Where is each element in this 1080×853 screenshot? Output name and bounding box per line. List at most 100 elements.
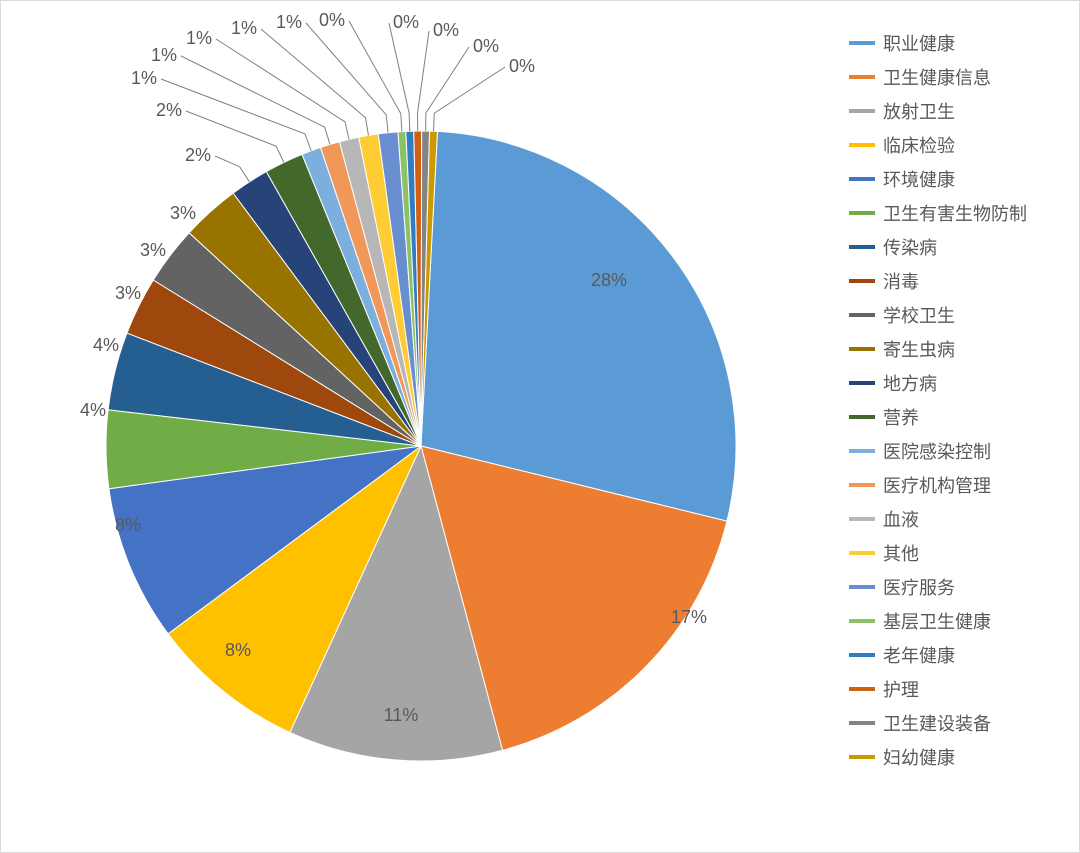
legend-label: 卫生建设装备 [883,710,991,736]
slice-percent-label: 28% [591,270,627,290]
legend-swatch [849,279,875,283]
legend-swatch [849,585,875,589]
legend-item: 血液 [849,507,1059,531]
slice-percent-label: 2% [185,145,211,165]
slice-percent-label: 0% [433,20,459,40]
leader-line [261,29,368,135]
leader-line [215,156,249,182]
legend-label: 基层卫生健康 [883,608,991,634]
legend-swatch [849,143,875,147]
legend-label: 放射卫生 [883,98,955,124]
legend-label: 血液 [883,506,919,532]
legend-item: 卫生有害生物防制 [849,201,1059,225]
legend-item: 消毒 [849,269,1059,293]
leader-line [389,23,410,131]
legend-item: 基层卫生健康 [849,609,1059,633]
legend-item: 护理 [849,677,1059,701]
legend-swatch [849,109,875,113]
slice-percent-label: 8% [225,640,251,660]
legend-label: 卫生有害生物防制 [883,200,1027,226]
legend-item: 医疗服务 [849,575,1059,599]
legend-label: 医院感染控制 [883,438,991,464]
legend-label: 老年健康 [883,642,955,668]
legend-label: 医疗服务 [883,574,955,600]
legend-item: 卫生健康信息 [849,65,1059,89]
slice-percent-label: 0% [319,10,345,30]
slice-percent-label: 4% [80,400,106,420]
legend-swatch [849,721,875,725]
legend-swatch [849,551,875,555]
legend-label: 临床检验 [883,132,955,158]
legend-label: 学校卫生 [883,302,955,328]
slice-percent-label: 3% [140,240,166,260]
leader-line [181,56,330,144]
legend-swatch [849,755,875,759]
slice-percent-label: 2% [156,100,182,120]
slice-percent-label: 3% [170,203,196,223]
legend-swatch [849,41,875,45]
legend-swatch [849,177,875,181]
leader-line [349,21,402,132]
slice-percent-label: 0% [473,36,499,56]
legend-label: 医疗机构管理 [883,472,991,498]
legend-label: 职业健康 [883,30,955,56]
legend-item: 临床检验 [849,133,1059,157]
legend-label: 环境健康 [883,166,955,192]
legend-label: 传染病 [883,234,937,260]
legend-swatch [849,313,875,317]
legend-item: 其他 [849,541,1059,565]
leader-line [161,79,311,151]
pie-chart-container: 28%17%11%8%8%4%4%3%3%3%2%2%1%1%1%1%1%0%0… [0,0,1080,853]
legend-label: 地方病 [883,370,937,396]
slice-percent-label: 11% [384,705,419,725]
legend-item: 寄生虫病 [849,337,1059,361]
legend-label: 妇幼健康 [883,744,955,770]
leader-line [216,39,349,139]
slice-percent-label: 1% [131,68,157,88]
legend-item: 放射卫生 [849,99,1059,123]
slice-percent-label: 1% [231,18,257,38]
pie-slices-group [106,131,736,761]
legend-label: 营养 [883,404,919,430]
legend-item: 妇幼健康 [849,745,1059,769]
legend-label: 消毒 [883,268,919,294]
slice-percent-label: 1% [151,45,177,65]
legend-swatch [849,245,875,249]
slice-percent-label: 1% [186,28,212,48]
legend-swatch [849,347,875,351]
legend-item: 传染病 [849,235,1059,259]
legend-label: 卫生健康信息 [883,64,991,90]
leader-line [434,67,505,131]
slice-percent-label: 1% [276,12,302,32]
legend-swatch [849,75,875,79]
legend-swatch [849,517,875,521]
legend-swatch [849,653,875,657]
chart-legend: 职业健康卫生健康信息放射卫生临床检验环境健康卫生有害生物防制传染病消毒学校卫生寄… [849,31,1059,779]
legend-swatch [849,449,875,453]
legend-label: 护理 [883,676,919,702]
leader-line [418,31,429,131]
legend-item: 地方病 [849,371,1059,395]
legend-label: 寄生虫病 [883,336,955,362]
slice-percent-label: 8% [115,515,141,535]
legend-item: 环境健康 [849,167,1059,191]
legend-swatch [849,619,875,623]
legend-item: 医院感染控制 [849,439,1059,463]
legend-item: 职业健康 [849,31,1059,55]
legend-item: 学校卫生 [849,303,1059,327]
legend-label: 其他 [883,540,919,566]
slice-percent-label: 3% [115,283,141,303]
legend-item: 营养 [849,405,1059,429]
slice-percent-label: 0% [509,56,535,76]
pie-chart-area: 28%17%11%8%8%4%4%3%3%3%2%2%1%1%1%1%1%0%0… [1,1,831,853]
legend-item: 老年健康 [849,643,1059,667]
legend-swatch [849,483,875,487]
legend-item: 医疗机构管理 [849,473,1059,497]
legend-swatch [849,211,875,215]
pie-chart-svg: 28%17%11%8%8%4%4%3%3%3%2%2%1%1%1%1%1%0%0… [1,1,831,853]
legend-swatch [849,415,875,419]
slice-percent-label: 4% [93,335,119,355]
leader-line [426,47,469,131]
legend-swatch [849,381,875,385]
legend-item: 卫生建设装备 [849,711,1059,735]
